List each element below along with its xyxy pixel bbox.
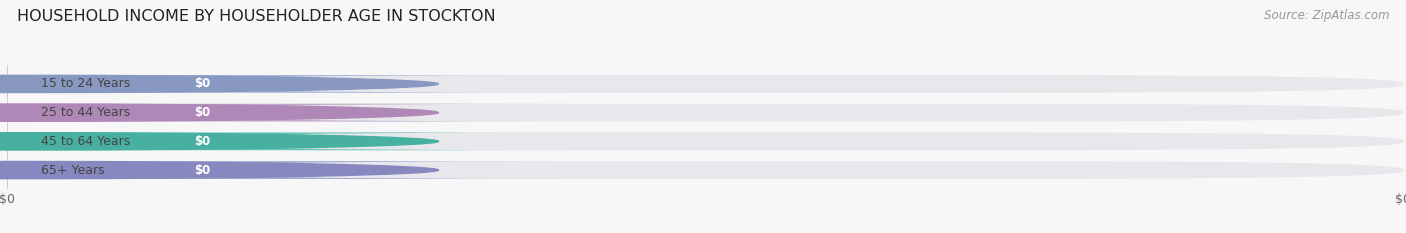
FancyBboxPatch shape <box>7 104 1403 122</box>
Circle shape <box>0 75 439 93</box>
Circle shape <box>0 161 439 179</box>
FancyBboxPatch shape <box>7 75 1403 93</box>
FancyBboxPatch shape <box>0 75 401 93</box>
Text: $0: $0 <box>194 106 211 119</box>
FancyBboxPatch shape <box>0 104 401 122</box>
Circle shape <box>0 104 439 121</box>
Text: $0: $0 <box>194 135 211 148</box>
FancyBboxPatch shape <box>7 161 1403 179</box>
Circle shape <box>0 133 439 150</box>
Text: $0: $0 <box>194 77 211 90</box>
Text: 45 to 64 Years: 45 to 64 Years <box>41 135 129 148</box>
Text: 15 to 24 Years: 15 to 24 Years <box>41 77 129 90</box>
Text: 65+ Years: 65+ Years <box>41 164 104 177</box>
FancyBboxPatch shape <box>0 161 564 179</box>
FancyBboxPatch shape <box>0 161 401 179</box>
FancyBboxPatch shape <box>7 132 1403 150</box>
FancyBboxPatch shape <box>0 104 564 122</box>
FancyBboxPatch shape <box>0 75 564 93</box>
FancyBboxPatch shape <box>0 132 564 150</box>
FancyBboxPatch shape <box>0 132 401 150</box>
Text: 25 to 44 Years: 25 to 44 Years <box>41 106 129 119</box>
Text: $0: $0 <box>194 164 211 177</box>
Text: Source: ZipAtlas.com: Source: ZipAtlas.com <box>1264 9 1389 22</box>
Text: HOUSEHOLD INCOME BY HOUSEHOLDER AGE IN STOCKTON: HOUSEHOLD INCOME BY HOUSEHOLDER AGE IN S… <box>17 9 495 24</box>
